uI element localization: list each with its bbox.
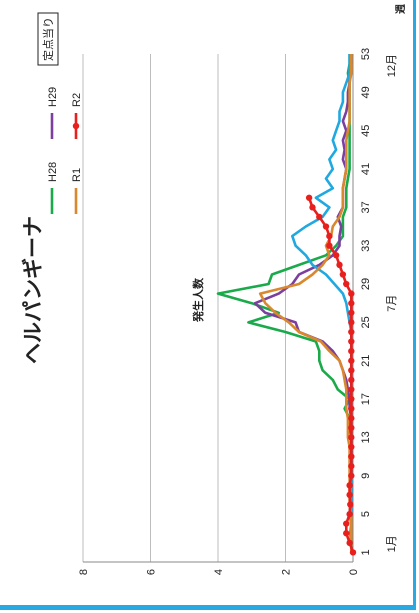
grid-lines <box>82 54 286 562</box>
series-point-r2 <box>339 271 347 278</box>
legend-marker <box>72 122 80 130</box>
series-line-h28 <box>216 54 353 553</box>
x-tick-label: 37 <box>360 201 372 213</box>
series-point-r2 <box>348 309 355 316</box>
legend-label: R2 <box>71 93 83 107</box>
y-tick-label: 2 <box>281 569 293 575</box>
x-month-label: 7月 <box>386 295 398 312</box>
series-point-r2 <box>348 453 355 460</box>
x-tick-label: 45 <box>360 125 372 137</box>
series-point-r2 <box>316 213 323 221</box>
series-line-h30 <box>290 54 353 553</box>
series-point-r2 <box>348 319 355 326</box>
legend-item-r1: R1 <box>71 168 83 214</box>
series-point-r2 <box>348 357 355 364</box>
series-point-r2 <box>346 510 353 518</box>
series-point-r2 <box>348 290 355 297</box>
series-point-r2 <box>348 338 355 345</box>
x-tick-label: 13 <box>360 431 372 443</box>
series-lines <box>216 54 357 556</box>
series-point-r2 <box>326 242 333 249</box>
series-point-r2 <box>326 232 333 240</box>
series-line-r1 <box>258 54 353 553</box>
series-point-r2 <box>348 347 355 355</box>
x-tick-label: 9 <box>360 473 372 479</box>
series-point-r2 <box>343 280 350 288</box>
x-month-label: 1月 <box>386 535 398 552</box>
y-tick-label: 4 <box>213 569 225 575</box>
series-point-r2 <box>348 424 355 432</box>
legend-item-h28: H28 <box>47 162 59 214</box>
series-point-r2 <box>346 539 353 547</box>
series-point-r2 <box>348 328 355 336</box>
x-tick-label: 29 <box>360 278 372 290</box>
x-tick-label: 17 <box>360 393 372 405</box>
series-point-r2 <box>309 204 316 211</box>
series-point-r2 <box>348 415 355 422</box>
x-tick-label: 5 <box>360 511 372 517</box>
y-tick-label: 6 <box>146 569 158 575</box>
series-point-r2 <box>346 482 353 489</box>
series-point-r2 <box>348 395 355 403</box>
legend-label: R1 <box>71 168 83 182</box>
series-point-r2 <box>322 223 330 230</box>
series-point-r2 <box>347 501 354 508</box>
x-tick-label: 49 <box>360 86 372 98</box>
series-point-r2 <box>348 472 355 479</box>
series-point-r2 <box>348 462 355 470</box>
legend-item-r2: R2 <box>71 93 83 139</box>
series-point-r2 <box>348 300 355 307</box>
series-point-r2 <box>348 367 355 374</box>
legend-item-h29: H29 <box>47 87 59 139</box>
y-tick-label: 0 <box>348 569 360 575</box>
x-tick-label: 53 <box>360 48 372 60</box>
x-tick-label: 33 <box>360 240 372 252</box>
y-axis-label: 発生人数 <box>191 277 205 323</box>
x-tick-label: 41 <box>360 163 372 175</box>
series-point-r2 <box>349 549 357 556</box>
x-axis-week-label: 週 <box>395 4 407 14</box>
series-point-r2 <box>348 405 355 412</box>
series-point-r2 <box>346 491 353 499</box>
chart-title: ヘルパンギーナ <box>22 216 45 364</box>
series-point-r2 <box>305 194 313 201</box>
chart-canvas: 0 2 4 6 8 1 5 9 13 17 21 25 29 33 37 41 45 49 53 1月 7月 12月 H2… <box>22 4 407 575</box>
x-tick-label: 21 <box>360 355 372 367</box>
series-point-r2 <box>332 252 340 259</box>
y-tick-label: 8 <box>78 569 90 575</box>
axis-labels: 0 2 4 6 8 1 5 9 13 17 21 25 29 33 37 41 45 49 53 1月 7月 12月 <box>78 48 398 575</box>
x-tick-label: 25 <box>360 316 372 328</box>
badge: 定点当り <box>37 12 59 66</box>
series-point-r2 <box>348 443 355 451</box>
series-point-r2 <box>343 530 350 537</box>
badge-label: 定点当り <box>41 17 55 61</box>
legend-label: H28 <box>47 162 59 182</box>
badge-border <box>37 12 59 66</box>
series-point-r2 <box>348 434 355 441</box>
series-point-r2 <box>336 261 343 269</box>
x-month-label: 12月 <box>386 54 398 77</box>
series-point-r2 <box>343 520 350 527</box>
series-point-r2 <box>348 386 355 393</box>
legend-label: H29 <box>47 87 59 107</box>
x-tick-label: 1 <box>360 549 372 555</box>
series-point-r2 <box>348 376 355 384</box>
